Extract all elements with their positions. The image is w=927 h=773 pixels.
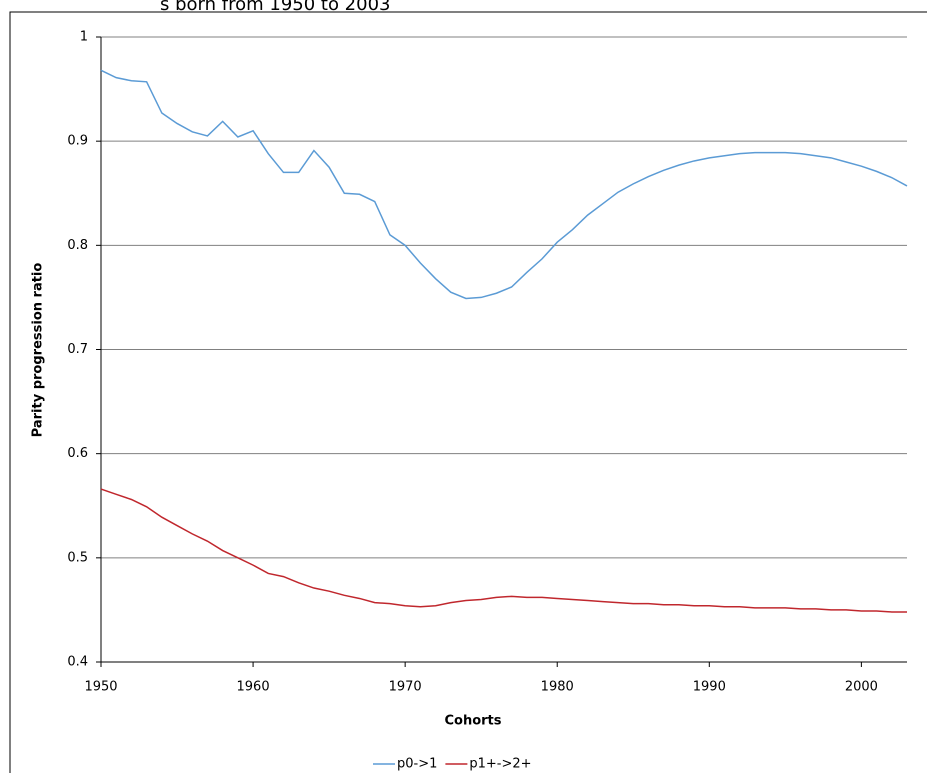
legend-label: p0->1 — [397, 757, 437, 772]
series-line — [100, 69, 908, 300]
y-tick-label: 0.7 — [67, 342, 88, 357]
y-tick-label: 1 — [80, 30, 88, 45]
legend-label: p1+->2+ — [469, 757, 531, 772]
y-tick-label: 0.4 — [67, 655, 88, 670]
y-axis-title: Parity progression ratio — [31, 263, 46, 438]
chart-title: s born from 1950 to 2003 — [160, 0, 391, 15]
x-tick-label: 1960 — [237, 680, 270, 695]
x-axis-title: Cohorts — [444, 714, 501, 729]
y-tick-label: 0.8 — [67, 238, 88, 253]
x-tick-label: 1970 — [389, 680, 422, 695]
y-tick-label: 0.6 — [67, 446, 88, 461]
x-tick-label: 1950 — [84, 680, 117, 695]
chart-frame — [9, 11, 927, 773]
series-line — [100, 488, 907, 613]
x-tick-label: 1980 — [541, 680, 574, 695]
x-tick-label: 2000 — [845, 680, 878, 695]
x-tick-label: 1990 — [693, 680, 726, 695]
y-tick-label: 0.9 — [67, 134, 88, 149]
y-tick-label: 0.5 — [67, 550, 88, 565]
